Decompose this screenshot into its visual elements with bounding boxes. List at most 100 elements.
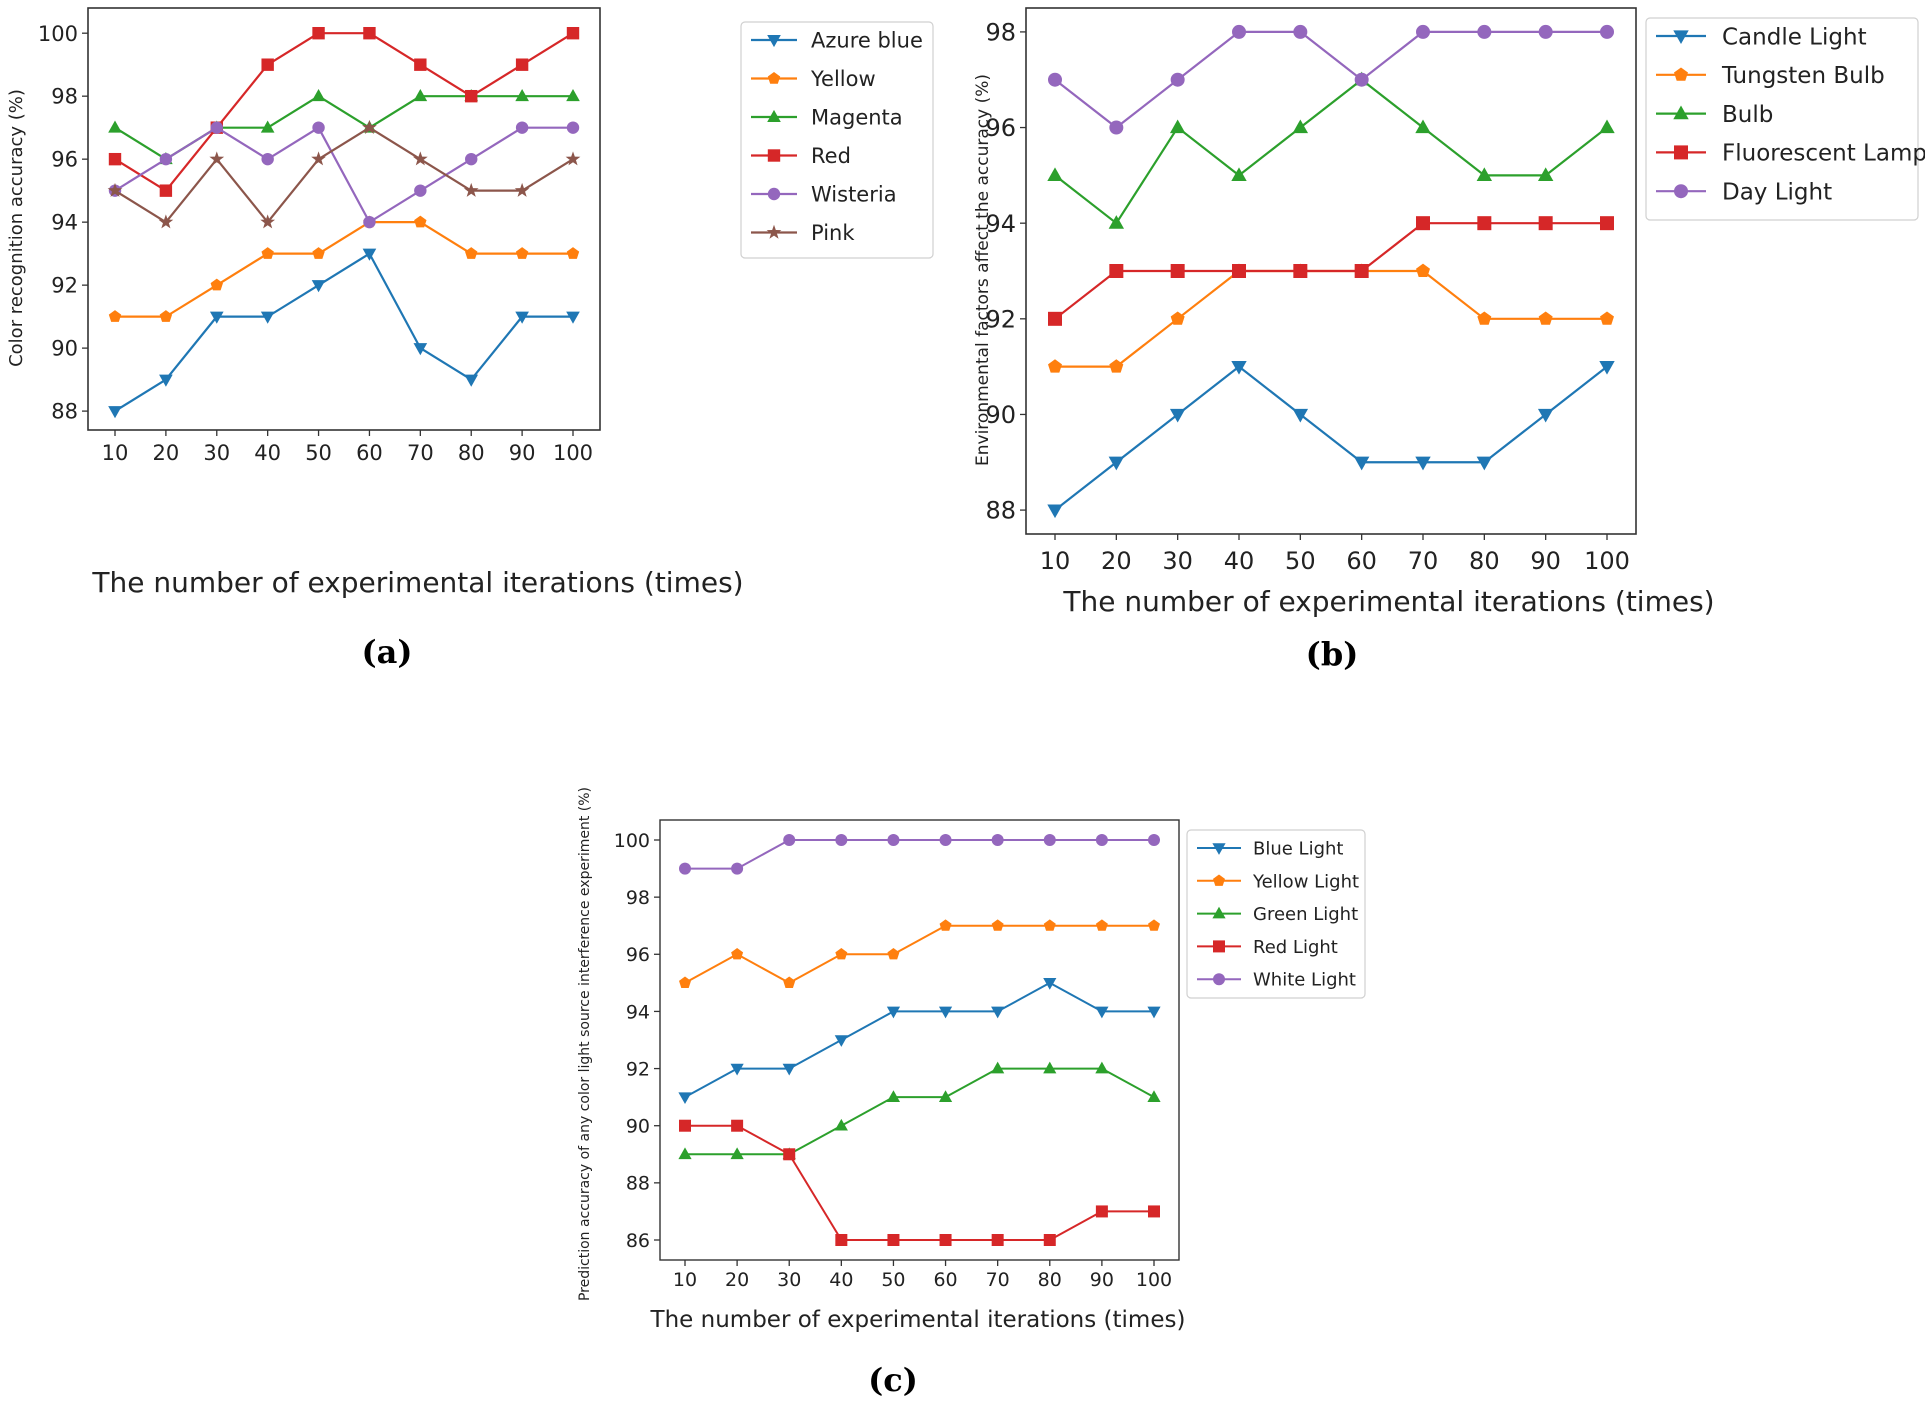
data-point-azure-blue <box>362 248 377 261</box>
data-point-bulb <box>1599 119 1615 134</box>
data-point-candle-light <box>1415 456 1431 471</box>
data-point-candle-light <box>1353 456 1370 471</box>
data-point-yellow-light <box>835 947 848 960</box>
y-tick-label: 96 <box>985 114 1016 142</box>
legend-label-yellow-light: Yellow Light <box>1252 871 1359 892</box>
legend-marker-green-light <box>1212 906 1226 919</box>
data-point-magenta <box>566 89 580 102</box>
legend-label-yellow: Yellow <box>810 67 876 91</box>
legend-c: Blue Light Yellow Light Green Light Red Lig… <box>1186 829 1366 999</box>
legend-label-azure-blue: Azure blue <box>811 29 923 53</box>
data-point-candle-light <box>1292 408 1309 423</box>
data-point-yellow <box>515 247 529 259</box>
y-tick-label: 100 <box>38 22 78 46</box>
x-tick-label: 10 <box>102 441 129 465</box>
series-group-b <box>1047 24 1615 519</box>
data-point-red-light <box>1095 1205 1108 1218</box>
series-group-c <box>678 834 1161 1246</box>
x-tick-label: 90 <box>509 441 536 465</box>
data-point-pink <box>463 182 479 197</box>
data-point-bulb <box>1415 119 1431 134</box>
data-point-yellow <box>465 247 478 259</box>
y-tick-label: 88 <box>51 400 78 424</box>
data-point-red-light <box>835 1234 848 1246</box>
data-point-yellow-light <box>731 947 744 960</box>
data-point-red-light <box>887 1234 900 1246</box>
series-line-pink <box>114 126 574 224</box>
data-point-yellow-light <box>887 947 900 960</box>
data-point-fluorescent-lamp <box>1416 216 1430 231</box>
legend-marker-bulb <box>1673 105 1689 120</box>
data-point-pink <box>260 214 276 229</box>
data-point-bulb <box>1169 119 1186 134</box>
legend-marker-yellow-light <box>1213 874 1225 886</box>
data-point-green-light <box>730 1147 744 1160</box>
y-tick-label: 86 <box>626 1230 650 1252</box>
data-point-day-light <box>1416 24 1430 39</box>
y-tick-label: 88 <box>626 1173 650 1195</box>
data-point-blue-light <box>886 1006 901 1019</box>
plot-frame-c <box>659 819 1180 1261</box>
data-point-fluorescent-lamp <box>1600 216 1614 231</box>
data-point-yellow-light <box>939 919 952 931</box>
y-axis-a: 88 90 92 94 96 98 100 <box>38 22 88 424</box>
y-axis-c: 86 88 90 92 94 96 98 100 <box>614 830 660 1252</box>
legend-label-pink: Pink <box>811 221 855 245</box>
x-tick-label: 100 <box>1584 547 1630 575</box>
data-point-magenta <box>413 89 428 102</box>
series-group-a <box>107 26 581 419</box>
data-point-white-light <box>679 862 691 875</box>
y-tick-label: 98 <box>626 887 650 909</box>
data-point-red-light <box>783 1148 796 1161</box>
series-line-green-light <box>685 1067 1155 1156</box>
data-point-yellow <box>566 247 580 259</box>
legend-b: Candle Light Tungsten Bulb Bulb Fluorescent… <box>1645 17 1925 221</box>
data-point-white-light <box>1148 834 1160 846</box>
data-point-tungsten-bulb <box>1477 311 1492 325</box>
x-tick-label: 70 <box>986 1269 1010 1291</box>
data-point-pink <box>311 151 326 166</box>
data-point-candle-light <box>1169 408 1186 423</box>
series-line-blue-light <box>684 981 1154 1099</box>
x-tick-label: 30 <box>777 1269 801 1291</box>
data-point-magenta <box>311 89 326 102</box>
data-point-fluorescent-lamp <box>1354 264 1369 278</box>
data-point-wisteria <box>515 121 529 134</box>
y-tick-label: 94 <box>51 211 78 235</box>
data-point-wisteria <box>566 121 580 134</box>
y-tick-label: 96 <box>626 944 650 966</box>
data-point-green-light <box>938 1090 953 1102</box>
x-tick-label: 90 <box>1090 1269 1114 1291</box>
x-tick-label: 60 <box>933 1269 957 1291</box>
x-tick-label: 80 <box>458 441 485 465</box>
series-line-white-light <box>685 839 1154 870</box>
data-point-green-light <box>834 1118 848 1131</box>
data-point-tungsten-bulb <box>1048 359 1062 373</box>
x-tick-label: 10 <box>1040 547 1071 575</box>
data-point-tungsten-bulb <box>1109 359 1124 373</box>
data-point-red-light <box>1043 1234 1056 1246</box>
data-point-day-light <box>1232 24 1246 39</box>
data-point-red-light <box>731 1119 744 1132</box>
x-axis-label-b: The number of experimental iterations (t… <box>1062 585 1714 618</box>
y-axis-b: 88 90 92 94 96 98 <box>985 19 1026 525</box>
legend-a: Azure blue Yellow Magenta Red Wisteria Pink <box>740 21 934 259</box>
legend-label-wisteria: Wisteria <box>811 183 897 207</box>
data-point-fluorescent-lamp <box>1293 264 1308 278</box>
x-tick-label: 50 <box>305 441 332 465</box>
data-point-red <box>414 58 427 71</box>
data-point-red <box>108 152 122 166</box>
data-point-bulb <box>1231 167 1247 181</box>
caption-a: (a) <box>361 633 412 671</box>
series-line-red <box>114 32 574 192</box>
panel-a: 10 20 30 40 50 60 70 80 90 100 88 90 92 94 96 98 100 Th… <box>6 7 934 671</box>
data-point-fluorescent-lamp <box>1477 216 1492 231</box>
x-axis-a: 10 20 30 40 50 60 70 80 90 100 <box>102 430 593 465</box>
y-tick-label: 100 <box>614 830 650 852</box>
y-tick-label: 90 <box>985 401 1016 429</box>
x-axis-c: 10 20 30 40 50 60 70 80 90 100 <box>673 1260 1172 1291</box>
data-point-day-light <box>1048 72 1062 87</box>
data-point-blue-light <box>938 1006 953 1019</box>
data-point-fluorescent-lamp <box>1048 311 1062 326</box>
y-tick-label: 92 <box>985 305 1016 333</box>
